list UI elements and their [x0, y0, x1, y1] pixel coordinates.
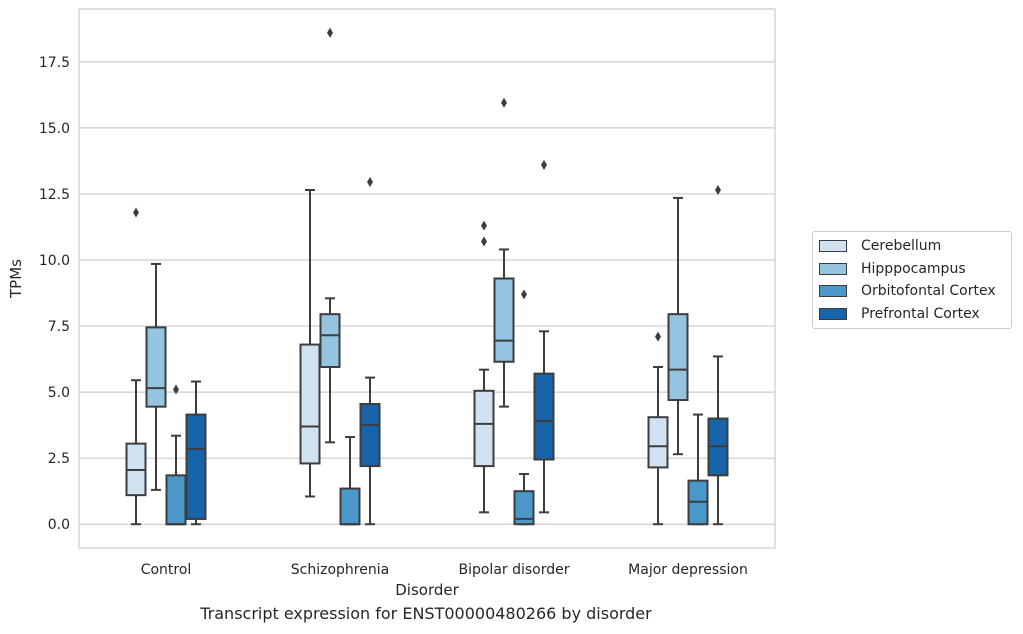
outlier-point: [481, 236, 487, 247]
y-tick-label: 10.0: [39, 253, 70, 269]
legend-swatch: [819, 262, 847, 275]
iqr-box: [533, 372, 555, 461]
legend-label: Cerebellum: [861, 238, 942, 255]
x-axis-ticks: Control Schizophrenia Bipolar disorder Majo…: [141, 562, 748, 578]
x-tick-label: Schizophrenia: [291, 562, 389, 578]
outlier-point: [501, 97, 507, 108]
outlier-point: [655, 331, 661, 342]
legend-swatch: [819, 240, 847, 253]
box-prefrontal-cortex: [359, 177, 381, 526]
iqr-box: [145, 326, 167, 408]
box-hipppocampus: [319, 27, 341, 444]
iqr-box: [647, 416, 669, 469]
box-hipppocampus: [667, 196, 689, 456]
outlier-point: [367, 177, 373, 188]
box-cerebellum: [299, 188, 321, 498]
box-orbitofontal-cortex: [339, 436, 361, 526]
outlier-point: [715, 184, 721, 195]
x-tick-label: Major depression: [628, 562, 748, 578]
box-prefrontal-cortex: [707, 184, 729, 526]
y-tick-label: 7.5: [48, 319, 70, 335]
iqr-box: [667, 313, 689, 402]
box-prefrontal-cortex: [533, 159, 555, 514]
outlier-point: [327, 27, 333, 38]
y-tick-label: 12.5: [39, 187, 70, 203]
legend-label: Hipppocampus: [861, 260, 966, 277]
box-groups: [125, 27, 729, 526]
y-axis-ticks: 0.0 2.5 5.0 7.5 10.0 12.5 15.0 17.5: [39, 55, 70, 533]
iqr-box: [165, 474, 187, 526]
outlier-point: [133, 207, 139, 218]
box-orbitofontal-cortex: [687, 413, 709, 526]
box-hipppocampus: [493, 97, 515, 408]
x-tick-label: Bipolar disorder: [458, 562, 569, 578]
iqr-box: [339, 487, 361, 526]
iqr-box: [513, 490, 535, 526]
box-cerebellum: [125, 207, 147, 526]
legend-item: Orbitofontal Cortex: [813, 280, 1011, 303]
plot-area: [78, 8, 776, 549]
outlier-point: [541, 159, 547, 170]
y-tick-label: 17.5: [39, 55, 70, 71]
legend-item: Prefrontal Cortex: [813, 303, 1011, 326]
box-orbitofontal-cortex: [165, 384, 187, 526]
y-tick-label: 0.0: [48, 517, 70, 533]
legend-item: Cerebellum: [813, 235, 1011, 258]
legend: Cerebellum Hipppocampus Orbitofontal Corte…: [812, 231, 1012, 329]
outlier-point: [521, 289, 527, 300]
figure-caption: Transcript expression for ENST0000048026…: [200, 604, 652, 623]
y-axis-label: TPMs: [7, 259, 25, 299]
legend-label: Prefrontal Cortex: [861, 305, 980, 322]
iqr-box: [319, 313, 341, 369]
iqr-box: [299, 343, 321, 465]
box-hipppocampus: [145, 262, 167, 491]
iqr-box: [493, 277, 515, 363]
box-orbitofontal-cortex: [513, 289, 535, 526]
legend-label: Orbitofontal Cortex: [861, 283, 996, 300]
y-tick-label: 2.5: [48, 451, 70, 467]
legend-item: Hipppocampus: [813, 258, 1011, 281]
box-cerebellum: [647, 331, 669, 526]
iqr-box: [359, 403, 381, 468]
y-tick-label: 5.0: [48, 385, 70, 401]
iqr-box: [185, 413, 207, 520]
iqr-box: [473, 389, 495, 468]
legend-swatch: [819, 285, 847, 298]
y-tick-label: 15.0: [39, 121, 70, 137]
box-cerebellum: [473, 220, 495, 514]
outlier-point: [173, 384, 179, 395]
box-prefrontal-cortex: [185, 380, 207, 526]
x-tick-label: Control: [141, 562, 192, 578]
legend-swatch: [819, 307, 847, 320]
outlier-point: [481, 220, 487, 231]
x-axis-label: Disorder: [395, 581, 459, 599]
